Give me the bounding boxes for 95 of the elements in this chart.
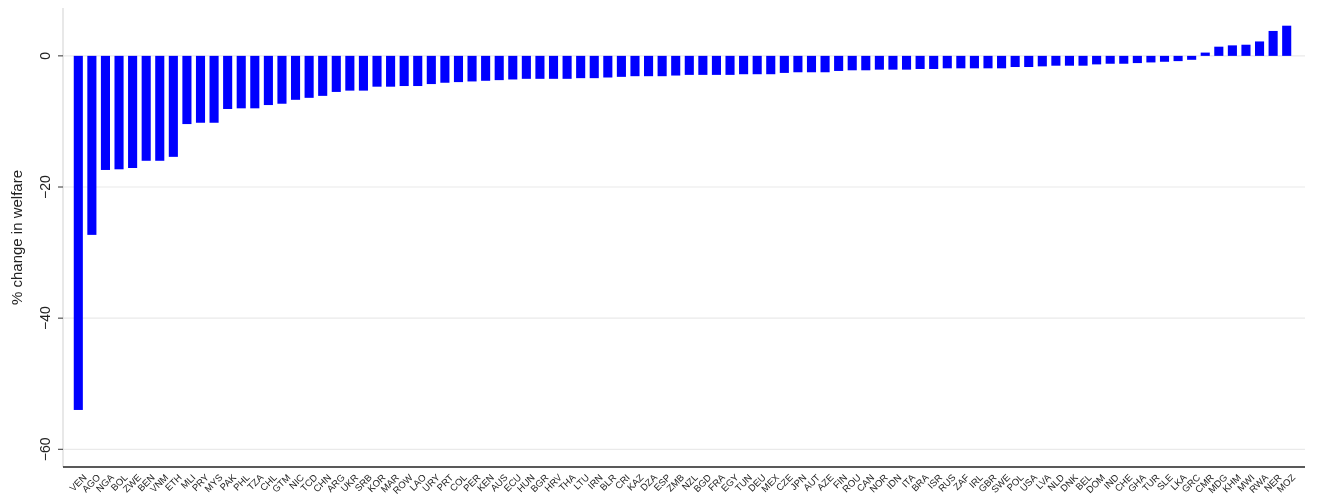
- bar: [983, 55, 993, 69]
- bar: [1200, 52, 1210, 56]
- bar: [1078, 55, 1088, 66]
- bar: [236, 55, 246, 109]
- bar: [1064, 55, 1075, 66]
- bar: [168, 55, 178, 157]
- bar: [399, 55, 409, 87]
- bar: [630, 55, 640, 77]
- bar: [1132, 55, 1142, 64]
- bar: [141, 55, 151, 161]
- bar: [752, 55, 762, 75]
- bar: [263, 55, 273, 106]
- bar: [1282, 25, 1292, 56]
- bar: [589, 55, 599, 79]
- bar: [290, 55, 301, 100]
- bar: [942, 55, 952, 69]
- bar: [318, 55, 328, 96]
- bar: [358, 55, 368, 91]
- bar: [345, 55, 355, 91]
- bar: [331, 55, 341, 92]
- bar: [834, 55, 844, 71]
- bar: [766, 55, 776, 75]
- bar: [1146, 55, 1156, 63]
- bar: [1227, 45, 1237, 56]
- bar: [1010, 55, 1020, 68]
- bar: [644, 55, 654, 77]
- bar: [128, 55, 138, 168]
- y-tick-label: −40: [37, 306, 53, 331]
- bar: [155, 55, 165, 161]
- bar: [1173, 55, 1183, 62]
- bar: [1105, 55, 1115, 64]
- bar: [440, 55, 450, 83]
- bar: [698, 55, 708, 75]
- bar: [100, 55, 110, 170]
- bar: [915, 55, 925, 69]
- bar: [1255, 41, 1265, 56]
- bar: [603, 55, 613, 78]
- bar: [739, 55, 749, 75]
- bar: [1214, 46, 1224, 56]
- y-axis-title: % change in welfare: [8, 169, 25, 306]
- bar: [725, 55, 735, 75]
- bar: [901, 55, 912, 70]
- bar: [209, 55, 219, 123]
- bar: [820, 55, 830, 73]
- bar: [956, 55, 966, 69]
- bar: [861, 55, 871, 71]
- bar: [467, 55, 477, 82]
- bar: [114, 55, 124, 170]
- bar: [711, 55, 721, 75]
- y-tick-label: −20: [37, 174, 53, 199]
- bar: [616, 55, 626, 77]
- bar: [1024, 55, 1034, 68]
- bar: [562, 55, 572, 79]
- bar: [847, 55, 857, 71]
- bar: [657, 55, 667, 77]
- bar: [481, 55, 491, 81]
- bar: [223, 55, 233, 109]
- bar: [874, 55, 884, 70]
- bar: [969, 55, 979, 69]
- bar: [426, 55, 436, 85]
- bar: [521, 55, 531, 79]
- bar: [1119, 55, 1129, 64]
- bar: [250, 55, 260, 109]
- bar: [671, 55, 681, 76]
- bar: [195, 55, 206, 123]
- bar: [1268, 30, 1278, 56]
- bar: [372, 55, 382, 87]
- bar: [1241, 44, 1251, 56]
- bar: [508, 55, 518, 80]
- bar: [87, 55, 97, 235]
- bar: [1051, 55, 1061, 66]
- bar: [576, 55, 586, 79]
- bar: [684, 55, 694, 75]
- bar: [386, 55, 396, 87]
- bar: [1159, 55, 1170, 62]
- bar: [277, 55, 287, 104]
- y-tick-label: −60: [37, 437, 53, 462]
- y-tick-label: 0: [37, 51, 53, 60]
- bar: [793, 55, 803, 73]
- bar: [806, 55, 817, 73]
- bar: [997, 55, 1007, 69]
- bar: [453, 55, 464, 83]
- bar: [888, 55, 898, 70]
- bar: [1092, 55, 1102, 65]
- bar: [1187, 55, 1197, 60]
- bar: [304, 55, 314, 98]
- bar: [1037, 55, 1047, 67]
- bar: [779, 55, 789, 73]
- bar: [73, 55, 83, 410]
- bar: [929, 55, 939, 69]
- bar: [182, 55, 192, 125]
- bar: [494, 55, 504, 81]
- bar: [535, 55, 545, 79]
- bar: [548, 55, 559, 79]
- bar: [413, 55, 423, 87]
